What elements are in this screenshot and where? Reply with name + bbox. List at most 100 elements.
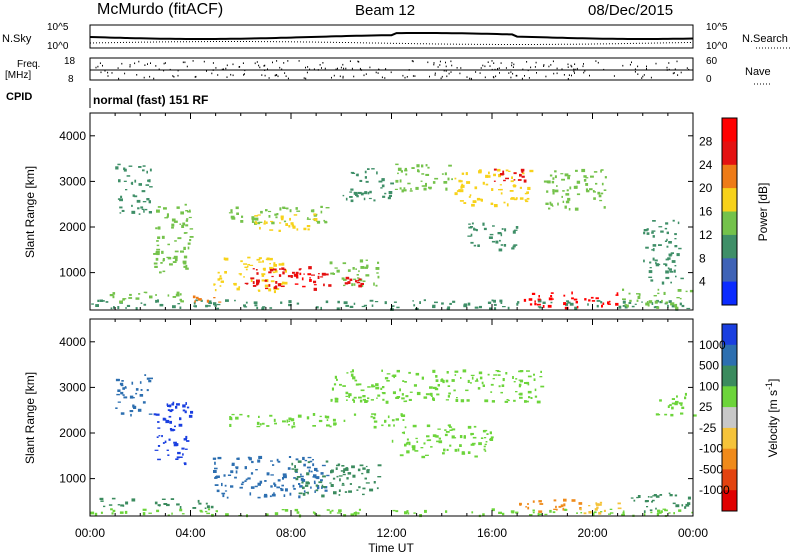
range-cell: [112, 292, 116, 295]
freq-mark: [469, 77, 471, 80]
time-tick-label: 12:00: [376, 526, 406, 540]
range-cell: [576, 193, 581, 196]
colorbar-swatch: [722, 344, 737, 367]
colorbar-tick-label: 28: [699, 134, 713, 148]
range-cell: [638, 293, 641, 296]
range-cell: [343, 278, 347, 281]
freq-mark: [313, 68, 315, 70]
range-cell: [554, 175, 557, 179]
range-cell: [498, 174, 501, 178]
colorbar-tick-label: 8: [699, 251, 706, 265]
freq-mark: [522, 68, 524, 71]
range-cell: [214, 467, 218, 470]
range-cell: [182, 453, 184, 456]
range-cell: [287, 467, 291, 470]
range-cell: [655, 495, 660, 498]
freq-mark: [482, 64, 484, 67]
range-cell: [295, 207, 298, 210]
range-cell: [167, 243, 170, 246]
range-cell: [425, 164, 428, 167]
range-cell: [512, 376, 514, 379]
range-cell: [493, 299, 496, 303]
range-cell: [169, 409, 173, 413]
range-cell: [489, 307, 492, 310]
range-cell: [599, 501, 603, 504]
range-cell: [592, 512, 595, 516]
range-cell: [291, 425, 293, 429]
range-cell: [659, 494, 663, 496]
range-cell: [487, 301, 492, 304]
range-cell: [160, 262, 163, 264]
range-cell: [187, 211, 191, 213]
range-cell: [306, 472, 310, 476]
range-cell: [502, 170, 505, 174]
freq-mark: [429, 75, 430, 78]
power-x-ticks: [89, 113, 694, 310]
freq-mark: [646, 67, 647, 70]
range-cell: [303, 490, 306, 493]
range-cell: [293, 214, 298, 216]
range-cell: [335, 467, 338, 470]
range-cell: [651, 231, 654, 234]
colorbar-tick-label: 25: [699, 400, 713, 414]
range-cell: [230, 470, 234, 474]
range-cell: [329, 482, 332, 484]
range-cell: [349, 278, 353, 281]
range-cell: [161, 250, 164, 254]
range-cell: [359, 399, 363, 403]
range-cell: [622, 510, 625, 512]
range-cell: [284, 509, 289, 512]
range-cell: [276, 486, 280, 489]
range-cell: [293, 422, 295, 426]
range-cell: [153, 262, 158, 265]
range-cell: [430, 446, 433, 448]
freq-mark: [479, 72, 481, 74]
range-cell: [290, 275, 293, 278]
range-cell: [341, 484, 345, 486]
range-cell: [593, 197, 596, 200]
range-cell: [276, 288, 280, 290]
range-cell: [637, 495, 641, 498]
range-cell: [474, 228, 477, 231]
range-cell: [566, 300, 569, 303]
range-cell: [156, 253, 160, 256]
range-cell: [360, 282, 364, 285]
range-cell: [678, 509, 682, 512]
colorbar-swatch: [722, 324, 737, 346]
range-cell: [566, 189, 569, 192]
range-cell: [371, 413, 375, 415]
range-cell: [538, 307, 542, 309]
range-cell: [375, 386, 380, 390]
range-cell: [415, 186, 419, 190]
range-cell: [299, 268, 302, 270]
range-cell: [387, 415, 390, 419]
range-cell: [657, 414, 661, 416]
freq-mark: [498, 67, 500, 69]
velocity-colorbar-label: Velocity [m s-1]: [764, 379, 780, 458]
range-cell: [259, 226, 261, 230]
range-cell: [341, 465, 345, 467]
range-cell: [477, 244, 480, 247]
range-cell: [256, 425, 261, 428]
range-cell: [288, 303, 292, 307]
range-cell: [309, 460, 313, 463]
range-cell: [583, 512, 587, 515]
range-cell: [630, 497, 634, 499]
freq-mark: [107, 71, 109, 74]
range-cell: [534, 303, 537, 306]
range-cell: [339, 383, 342, 386]
range-cell: [124, 386, 127, 389]
range-cell: [435, 375, 438, 378]
range-cell: [352, 267, 355, 270]
range-cell: [403, 400, 407, 403]
range-cell: [170, 498, 175, 500]
freq-marks: [90, 60, 693, 80]
range-cell: [206, 512, 210, 515]
velocity-cells: [90, 369, 697, 518]
range-cell: [425, 393, 430, 396]
range-cell: [353, 396, 357, 399]
range-cell: [167, 409, 171, 411]
range-cell: [512, 230, 516, 234]
range-cell: [221, 492, 226, 495]
range-cell: [119, 300, 123, 304]
